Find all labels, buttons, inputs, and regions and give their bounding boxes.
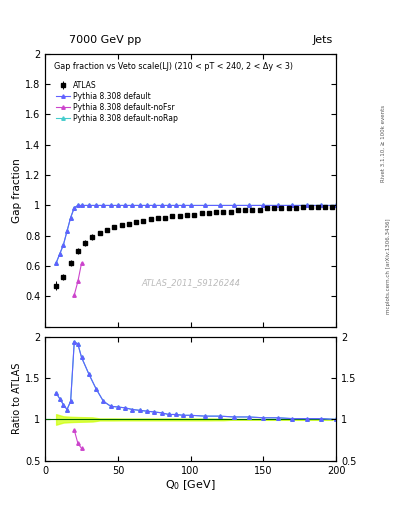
Pythia 8.308 default-noRap [290,202,295,208]
Pythia 8.308 default [232,202,237,208]
X-axis label: Q$_0$ [GeV]: Q$_0$ [GeV] [165,478,216,492]
Text: Gap fraction vs Veto scale(LJ) (210 < pT < 240, 2 < Δy < 3): Gap fraction vs Veto scale(LJ) (210 < pT… [54,62,293,71]
Pythia 8.308 default-noRap [159,202,164,208]
Pythia 8.308 default [152,202,156,208]
Pythia 8.308 default [54,260,59,266]
Pythia 8.308 default [130,202,135,208]
Pythia 8.308 default [123,202,128,208]
Pythia 8.308 default-noRap [305,202,309,208]
Pythia 8.308 default [101,202,106,208]
Pythia 8.308 default-noFsr [79,260,84,266]
Pythia 8.308 default-noRap [319,202,324,208]
Pythia 8.308 default-noRap [68,215,73,221]
Pythia 8.308 default [79,202,84,208]
Pythia 8.308 default-noRap [138,202,142,208]
Pythia 8.308 default [57,251,62,257]
Pythia 8.308 default-noRap [101,202,106,208]
Pythia 8.308 default [167,202,171,208]
Pythia 8.308 default-noRap [174,202,178,208]
Pythia 8.308 default-noRap [203,202,208,208]
Pythia 8.308 default-noRap [334,202,338,208]
Text: 7000 GeV pp: 7000 GeV pp [69,35,141,45]
Pythia 8.308 default-noRap [75,202,80,208]
Pythia 8.308 default-noFsr [75,278,80,284]
Pythia 8.308 default [61,242,66,248]
Pythia 8.308 default [145,202,149,208]
Pythia 8.308 default [217,202,222,208]
Y-axis label: Ratio to ATLAS: Ratio to ATLAS [12,363,22,435]
Pythia 8.308 default-noRap [246,202,251,208]
Y-axis label: Gap fraction: Gap fraction [12,158,22,223]
Pythia 8.308 default-noFsr [72,292,77,298]
Pythia 8.308 default [68,215,73,221]
Pythia 8.308 default [305,202,309,208]
Pythia 8.308 default-noRap [188,202,193,208]
Pythia 8.308 default-noRap [167,202,171,208]
Pythia 8.308 default-noRap [123,202,128,208]
Pythia 8.308 default [108,202,113,208]
Pythia 8.308 default [116,202,120,208]
Pythia 8.308 default-noRap [64,228,70,234]
Pythia 8.308 default [290,202,295,208]
Pythia 8.308 default [203,202,208,208]
Pythia 8.308 default [75,202,80,208]
Pythia 8.308 default [72,205,77,211]
Pythia 8.308 default [261,202,266,208]
Text: ATLAS_2011_S9126244: ATLAS_2011_S9126244 [141,279,240,288]
Pythia 8.308 default-noRap [57,251,62,257]
Pythia 8.308 default [188,202,193,208]
Line: Pythia 8.308 default-noFsr: Pythia 8.308 default-noFsr [73,261,83,296]
Pythia 8.308 default [319,202,324,208]
Pythia 8.308 default-noRap [108,202,113,208]
Pythia 8.308 default-noRap [145,202,149,208]
Pythia 8.308 default-noRap [54,260,59,266]
Pythia 8.308 default-noRap [261,202,266,208]
Pythia 8.308 default-noRap [94,202,98,208]
Pythia 8.308 default [138,202,142,208]
Text: mcplots.cern.ch [arXiv:1306.3436]: mcplots.cern.ch [arXiv:1306.3436] [386,219,391,314]
Pythia 8.308 default [86,202,91,208]
Pythia 8.308 default-noRap [116,202,120,208]
Pythia 8.308 default-noRap [86,202,91,208]
Pythia 8.308 default [94,202,98,208]
Pythia 8.308 default-noRap [152,202,156,208]
Pythia 8.308 default-noRap [72,205,77,211]
Pythia 8.308 default [334,202,338,208]
Text: Jets: Jets [313,35,333,45]
Line: Pythia 8.308 default: Pythia 8.308 default [54,204,338,265]
Pythia 8.308 default-noRap [181,202,186,208]
Pythia 8.308 default [246,202,251,208]
Line: Pythia 8.308 default-noRap: Pythia 8.308 default-noRap [54,204,338,265]
Pythia 8.308 default [181,202,186,208]
Pythia 8.308 default-noRap [130,202,135,208]
Pythia 8.308 default-noRap [61,242,66,248]
Pythia 8.308 default-noRap [232,202,237,208]
Text: Rivet 3.1.10, ≥ 100k events: Rivet 3.1.10, ≥ 100k events [381,105,386,182]
Pythia 8.308 default-noRap [217,202,222,208]
Pythia 8.308 default [64,228,70,234]
Pythia 8.308 default [275,202,280,208]
Pythia 8.308 default-noRap [79,202,84,208]
Pythia 8.308 default-noRap [275,202,280,208]
Pythia 8.308 default [174,202,178,208]
Pythia 8.308 default [159,202,164,208]
Legend: ATLAS, Pythia 8.308 default, Pythia 8.308 default-noFsr, Pythia 8.308 default-no: ATLAS, Pythia 8.308 default, Pythia 8.30… [55,79,180,124]
